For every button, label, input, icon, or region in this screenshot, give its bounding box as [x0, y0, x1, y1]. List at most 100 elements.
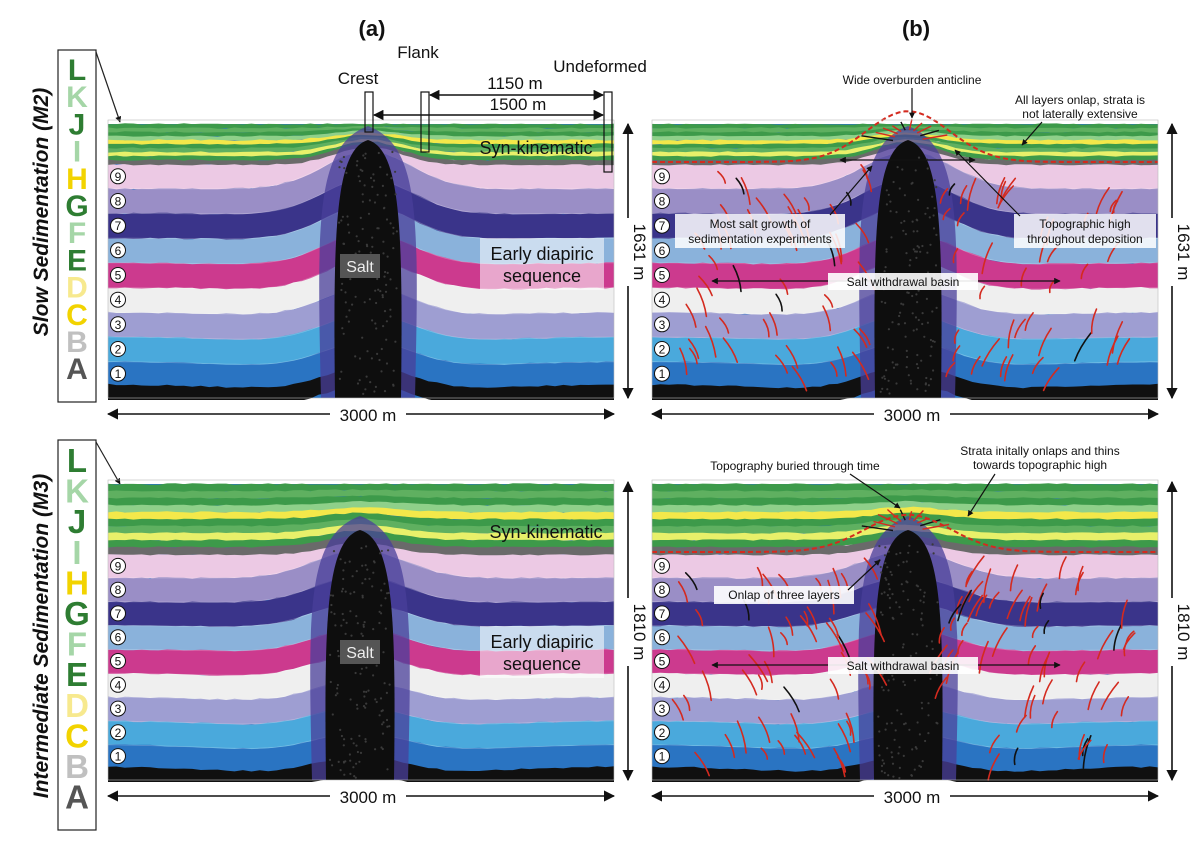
layer-number: 5: [659, 655, 666, 669]
label-topo-line2: throughout deposition: [1027, 232, 1142, 246]
fault-trace: [683, 694, 691, 712]
fault-trace: [999, 356, 1008, 378]
fault-trace: [1009, 564, 1019, 592]
layer-number-circle: [654, 217, 670, 234]
layer-number: 2: [659, 726, 666, 740]
legend-letter: E: [66, 656, 88, 693]
pre-kinematic-layer: [652, 150, 1158, 216]
fault-trace: [1013, 747, 1019, 766]
layer-number: 9: [659, 559, 666, 573]
fault-trace: [959, 185, 968, 205]
fault-trace: [1116, 338, 1131, 365]
fault-trace: [846, 720, 852, 736]
fault-trace: [696, 287, 708, 318]
layer-number-circle: [110, 629, 126, 646]
fault-trace: [677, 635, 696, 665]
fault-trace: [1023, 685, 1035, 719]
fault-trace: [704, 325, 717, 358]
layer-number: 6: [659, 631, 666, 645]
layer-number: 8: [659, 195, 666, 209]
layer-number-circle: [110, 291, 126, 308]
syn-kinematic-layer: [108, 136, 614, 154]
fault-trace: [1095, 187, 1110, 215]
fault-trace: [837, 723, 852, 753]
fault-trace: [695, 609, 704, 627]
layer-number: 4: [659, 293, 666, 307]
syn-kinematic-layer: [652, 518, 1158, 535]
fault-trace: [722, 337, 739, 363]
fault-trace: [741, 669, 758, 696]
fault-trace: [685, 303, 697, 328]
fault-trace: [998, 177, 1017, 206]
layer-number-circle: [654, 653, 670, 669]
fault-trace: [948, 183, 956, 196]
fault-trace: [698, 275, 713, 297]
syn-kinematic-layer: [108, 134, 614, 150]
fault-trace: [719, 317, 730, 334]
fault-trace: [775, 354, 789, 374]
layer-number: 3: [115, 702, 122, 716]
label-salt-2: Salt: [346, 645, 374, 662]
legend-letter: H: [66, 163, 88, 196]
fault-trace: [997, 185, 1014, 209]
width-label-a-bottom: 3000 m: [340, 788, 397, 807]
fault-trace: [1125, 630, 1135, 644]
syn-kinematic-layer: [652, 134, 1158, 150]
fault-trace: [1003, 354, 1014, 382]
dimensions: 3000 m 3000 m 3000 m 3000 m 1631 m 1631 …: [106, 122, 1193, 807]
crestal-fault: [920, 129, 940, 137]
fault-trace: [783, 686, 800, 713]
fault-trace: [1038, 327, 1052, 357]
fault-trace: [1006, 589, 1023, 620]
fault-trace: [708, 254, 719, 271]
pre-kinematic-layer: [108, 179, 614, 241]
fault-trace: [939, 187, 949, 204]
fault-trace: [1100, 681, 1120, 711]
label-syn-kinematic-2: Syn-kinematic: [489, 522, 602, 542]
layer-number: 4: [659, 678, 666, 692]
fault-trace: [740, 177, 751, 206]
syn-kinematic-layer: [652, 132, 1158, 146]
layer-number-circle: [654, 267, 670, 283]
fault-trace: [756, 566, 764, 588]
fault-trace: [1039, 592, 1044, 609]
fault-trace: [1050, 710, 1059, 729]
fault-trace: [777, 740, 786, 755]
fault-trace: [724, 733, 736, 759]
label-onlap3: Onlap of three layers: [728, 588, 839, 602]
fault-trace: [968, 580, 984, 603]
fault-trace: [684, 572, 698, 591]
fault-trace: [1102, 744, 1108, 764]
label-strata-line2: towards topographic high: [973, 458, 1107, 472]
fault-trace: [983, 568, 992, 603]
fault-trace: [978, 640, 989, 674]
layer-number: 3: [659, 318, 666, 332]
fault-trace: [988, 734, 1000, 754]
fault-trace: [851, 351, 870, 381]
fault-trace: [717, 170, 727, 184]
layer-number-circle: [110, 217, 126, 234]
fault-trace: [1031, 625, 1039, 639]
fault-trace: [1113, 624, 1122, 651]
layer-number: 3: [115, 318, 122, 332]
legend-letter: A: [65, 779, 89, 816]
crestal-fault: [882, 127, 898, 135]
syn-kinematic-layer: [652, 524, 1158, 542]
fault-trace: [780, 632, 788, 646]
fault-trace: [952, 248, 959, 264]
layer-number: 8: [115, 583, 122, 597]
label-onlap-line1: All layers onlap, strata is: [1015, 93, 1145, 107]
fault-trace: [970, 355, 981, 375]
annotations-b-bottom: Topography buried through time Strata in…: [710, 444, 1120, 674]
layer-number: 6: [659, 244, 666, 258]
layer-number-circle: [654, 242, 670, 259]
fault-trace: [791, 365, 808, 392]
crestal-fault: [891, 125, 902, 133]
row-title-slow: Slow Sedimentation (M2): [30, 88, 53, 337]
fault-trace: [1042, 679, 1053, 705]
section-a-intermediate: 9 8 7 6 5 4 3 2 1: [107, 479, 615, 782]
legend-callout-top: [95, 51, 122, 123]
pre-kinematic-layer: [652, 523, 1158, 580]
panel-label-a: (a): [359, 16, 386, 41]
layer-number-circle: [654, 291, 670, 308]
